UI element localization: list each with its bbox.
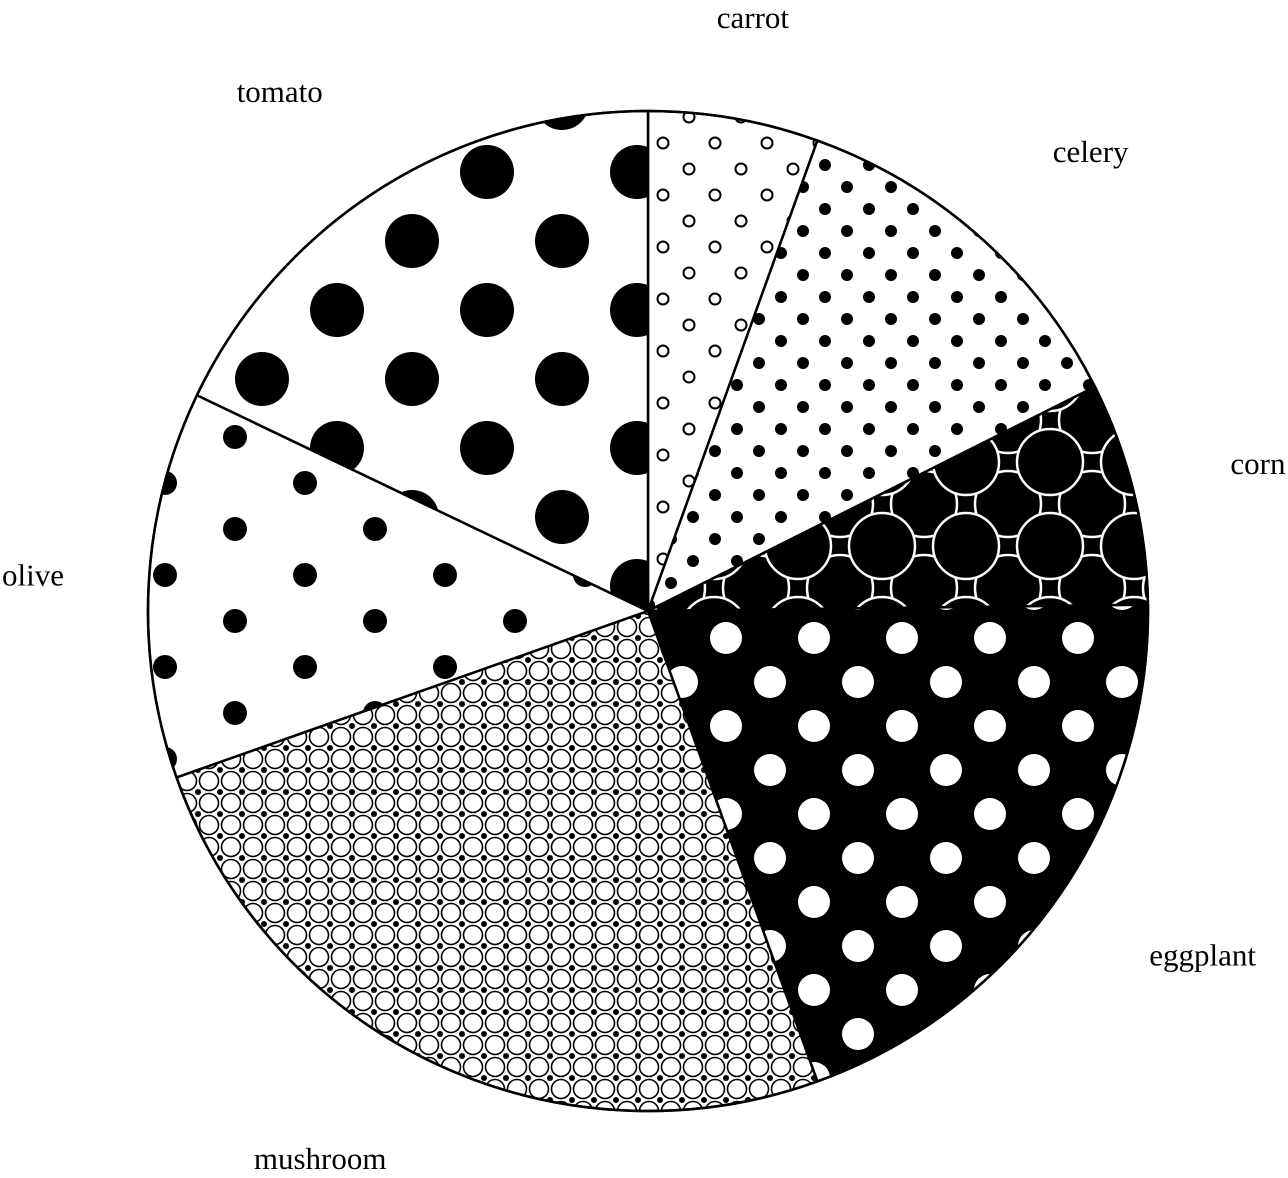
pie-label-eggplant: eggplant <box>1149 938 1256 973</box>
pie-label-olive: olive <box>2 558 64 593</box>
pie-label-carrot: carrot <box>717 0 790 35</box>
pie-outline <box>146 109 1150 1113</box>
pie-label-corn: corn <box>1230 446 1286 481</box>
pie-label-tomato: tomato <box>237 74 323 109</box>
pie-label-mushroom: mushroom <box>254 1141 387 1176</box>
pie-label-celery: celery <box>1053 134 1129 169</box>
pie-slices <box>146 109 1150 1113</box>
